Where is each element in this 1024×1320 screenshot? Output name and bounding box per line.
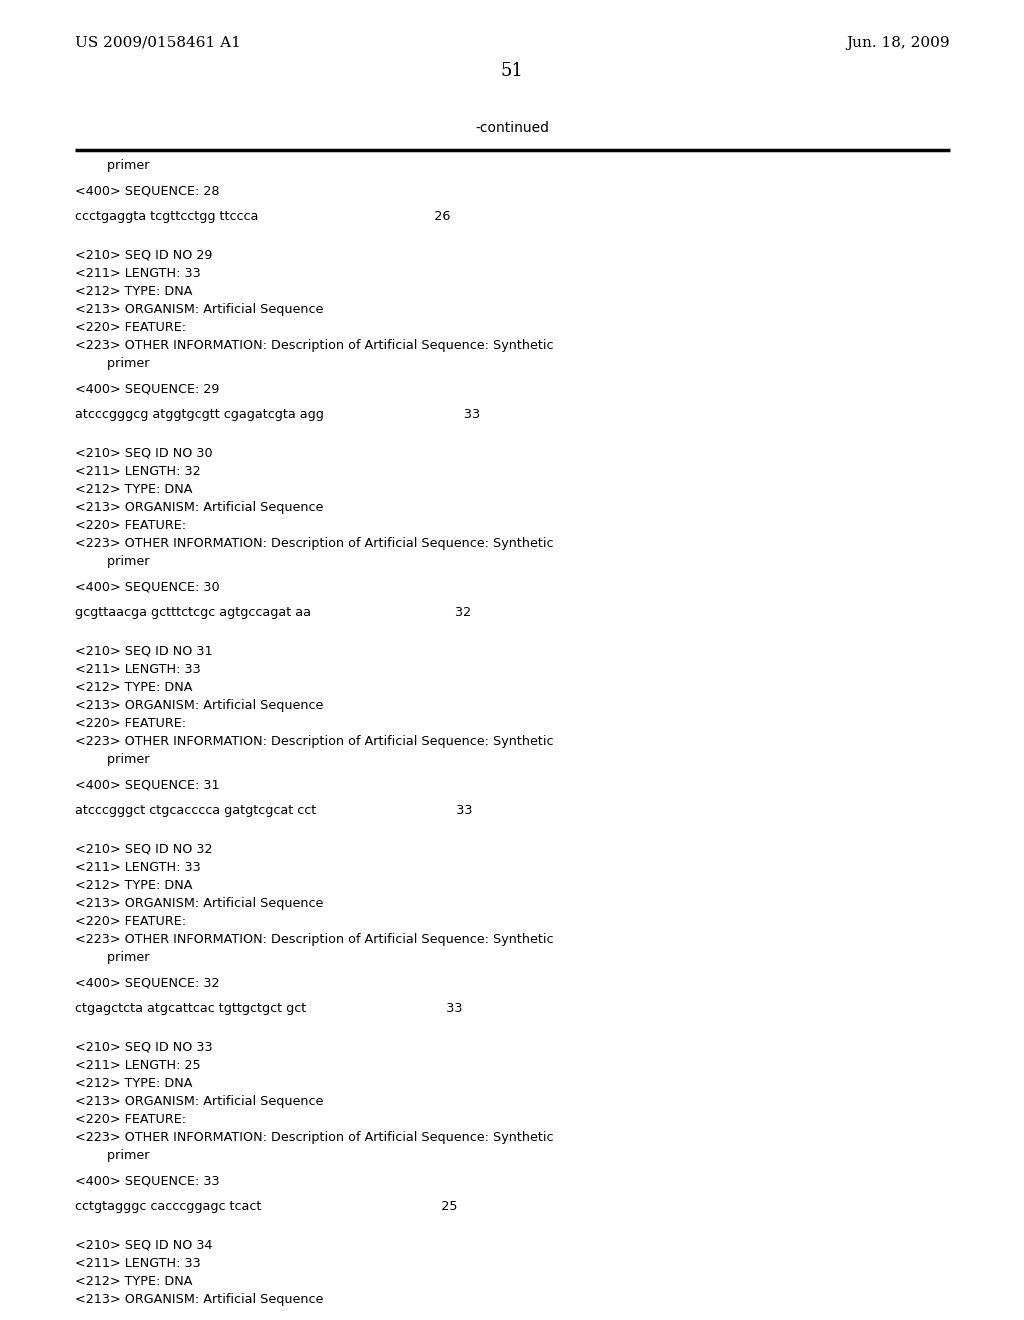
Text: <211> LENGTH: 33: <211> LENGTH: 33: [75, 663, 201, 676]
Text: <213> ORGANISM: Artificial Sequence: <213> ORGANISM: Artificial Sequence: [75, 700, 324, 711]
Text: atcccgggcg atggtgcgtt cgagatcgta agg                                   33: atcccgggcg atggtgcgtt cgagatcgta agg 33: [75, 408, 480, 421]
Text: <213> ORGANISM: Artificial Sequence: <213> ORGANISM: Artificial Sequence: [75, 304, 324, 315]
Text: <211> LENGTH: 33: <211> LENGTH: 33: [75, 267, 201, 280]
Text: <210> SEQ ID NO 31: <210> SEQ ID NO 31: [75, 645, 213, 657]
Text: ctgagctcta atgcattcac tgttgctgct gct                                   33: ctgagctcta atgcattcac tgttgctgct gct 33: [75, 1002, 463, 1015]
Text: <212> TYPE: DNA: <212> TYPE: DNA: [75, 879, 193, 892]
Text: <212> TYPE: DNA: <212> TYPE: DNA: [75, 1275, 193, 1288]
Text: <400> SEQUENCE: 32: <400> SEQUENCE: 32: [75, 977, 219, 990]
Text: <223> OTHER INFORMATION: Description of Artificial Sequence: Synthetic: <223> OTHER INFORMATION: Description of …: [75, 735, 554, 748]
Text: 51: 51: [501, 62, 523, 81]
Text: primer: primer: [75, 950, 150, 964]
Text: <220> FEATURE:: <220> FEATURE:: [75, 519, 186, 532]
Text: ccctgaggta tcgttcctgg ttccca                                            26: ccctgaggta tcgttcctgg ttccca 26: [75, 210, 451, 223]
Text: primer: primer: [75, 1148, 150, 1162]
Text: <220> FEATURE:: <220> FEATURE:: [75, 915, 186, 928]
Text: <211> LENGTH: 33: <211> LENGTH: 33: [75, 861, 201, 874]
Text: <223> OTHER INFORMATION: Description of Artificial Sequence: Synthetic: <223> OTHER INFORMATION: Description of …: [75, 339, 554, 352]
Text: gcgttaacga gctttctcgc agtgccagat aa                                    32: gcgttaacga gctttctcgc agtgccagat aa 32: [75, 606, 471, 619]
Text: <400> SEQUENCE: 30: <400> SEQUENCE: 30: [75, 581, 219, 594]
Text: <223> OTHER INFORMATION: Description of Artificial Sequence: Synthetic: <223> OTHER INFORMATION: Description of …: [75, 1131, 554, 1144]
Text: <210> SEQ ID NO 30: <210> SEQ ID NO 30: [75, 447, 213, 459]
Text: primer: primer: [75, 356, 150, 370]
Text: <400> SEQUENCE: 31: <400> SEQUENCE: 31: [75, 779, 219, 792]
Text: <220> FEATURE:: <220> FEATURE:: [75, 717, 186, 730]
Text: <212> TYPE: DNA: <212> TYPE: DNA: [75, 681, 193, 694]
Text: <400> SEQUENCE: 28: <400> SEQUENCE: 28: [75, 185, 219, 198]
Text: <211> LENGTH: 33: <211> LENGTH: 33: [75, 1257, 201, 1270]
Text: <210> SEQ ID NO 34: <210> SEQ ID NO 34: [75, 1239, 213, 1251]
Text: <213> ORGANISM: Artificial Sequence: <213> ORGANISM: Artificial Sequence: [75, 1096, 324, 1107]
Text: <210> SEQ ID NO 29: <210> SEQ ID NO 29: [75, 249, 212, 261]
Text: <210> SEQ ID NO 33: <210> SEQ ID NO 33: [75, 1041, 213, 1053]
Text: <211> LENGTH: 25: <211> LENGTH: 25: [75, 1059, 201, 1072]
Text: <220> FEATURE:: <220> FEATURE:: [75, 1113, 186, 1126]
Text: primer: primer: [75, 158, 150, 172]
Text: <223> OTHER INFORMATION: Description of Artificial Sequence: Synthetic: <223> OTHER INFORMATION: Description of …: [75, 537, 554, 550]
Text: -continued: -continued: [475, 121, 549, 135]
Text: <400> SEQUENCE: 29: <400> SEQUENCE: 29: [75, 383, 219, 396]
Text: cctgtagggc cacccggagc tcact                                             25: cctgtagggc cacccggagc tcact 25: [75, 1200, 458, 1213]
Text: <213> ORGANISM: Artificial Sequence: <213> ORGANISM: Artificial Sequence: [75, 1294, 324, 1305]
Text: atcccgggct ctgcacccca gatgtcgcat cct                                   33: atcccgggct ctgcacccca gatgtcgcat cct 33: [75, 804, 472, 817]
Text: <212> TYPE: DNA: <212> TYPE: DNA: [75, 483, 193, 496]
Text: <213> ORGANISM: Artificial Sequence: <213> ORGANISM: Artificial Sequence: [75, 502, 324, 513]
Text: US 2009/0158461 A1: US 2009/0158461 A1: [75, 36, 241, 50]
Text: Jun. 18, 2009: Jun. 18, 2009: [847, 36, 950, 50]
Text: <223> OTHER INFORMATION: Description of Artificial Sequence: Synthetic: <223> OTHER INFORMATION: Description of …: [75, 933, 554, 946]
Text: primer: primer: [75, 554, 150, 568]
Text: <213> ORGANISM: Artificial Sequence: <213> ORGANISM: Artificial Sequence: [75, 898, 324, 909]
Text: <212> TYPE: DNA: <212> TYPE: DNA: [75, 1077, 193, 1090]
Text: <220> FEATURE:: <220> FEATURE:: [75, 321, 186, 334]
Text: <400> SEQUENCE: 33: <400> SEQUENCE: 33: [75, 1175, 219, 1188]
Text: <210> SEQ ID NO 32: <210> SEQ ID NO 32: [75, 843, 213, 855]
Text: primer: primer: [75, 752, 150, 766]
Text: <212> TYPE: DNA: <212> TYPE: DNA: [75, 285, 193, 298]
Text: <211> LENGTH: 32: <211> LENGTH: 32: [75, 465, 201, 478]
